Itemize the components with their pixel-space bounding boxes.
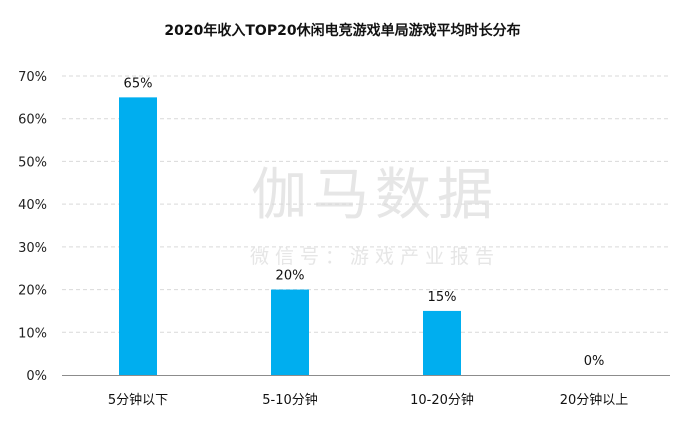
bar [119,97,157,375]
watermark-brand: 伽马数据 [251,163,499,228]
y-tick-label: 0% [26,369,47,384]
x-tick-label: 20分钟以上 [560,392,629,408]
y-tick-label: 50% [18,155,47,170]
data-label: 65% [124,76,153,91]
data-label: 20% [276,269,305,284]
y-tick-label: 40% [18,198,47,213]
x-tick-label: 5-10分钟 [262,392,318,408]
x-axis-ticks: 5分钟以下 5-10分钟 10-20分钟 20分钟以上 [108,392,628,408]
y-tick-label: 20% [18,284,47,299]
bars [119,97,461,375]
y-tick-label: 10% [18,326,47,341]
y-tick-label: 60% [18,113,47,128]
bar [423,310,461,375]
watermark-tagline: 微信号：游戏产业报告 [249,246,500,268]
chart-title: 2020年收入TOP20休闲电竞游戏单局游戏平均时长分布 [164,23,521,39]
x-tick-label: 10-20分钟 [410,392,474,408]
gridlines [62,75,670,333]
y-tick-label: 70% [18,70,47,85]
data-label: 15% [428,290,457,305]
y-axis-ticks: 0% 10% 20% 30% 40% 50% 60% 70% [18,70,47,384]
bar [271,289,309,375]
x-tick-label: 5分钟以下 [108,392,168,408]
y-tick-label: 30% [18,241,47,256]
data-label: 0% [584,354,605,369]
data-labels: 65% 20% 15% 0% [124,76,605,369]
